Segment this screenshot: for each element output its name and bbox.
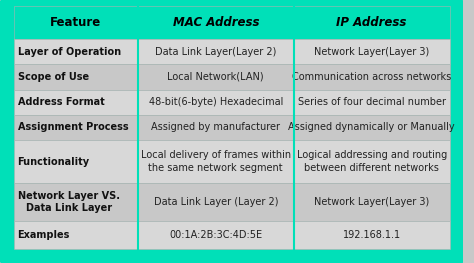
- Text: IP Address: IP Address: [337, 16, 407, 29]
- Text: 00:1A:2B:3C:4D:5E: 00:1A:2B:3C:4D:5E: [169, 230, 262, 240]
- Bar: [138, 115, 293, 140]
- Text: Data Link Layer (Layer 2): Data Link Layer (Layer 2): [154, 197, 278, 207]
- Bar: [138, 183, 293, 221]
- Text: Network Layer VS.
Data Link Layer: Network Layer VS. Data Link Layer: [18, 191, 119, 213]
- Bar: [138, 140, 293, 183]
- Text: Examples: Examples: [18, 230, 70, 240]
- Text: Local delivery of frames within
the same network segment: Local delivery of frames within the same…: [141, 150, 291, 173]
- Bar: [293, 39, 450, 64]
- Text: Communication across networks: Communication across networks: [292, 72, 451, 82]
- Text: Logical addressing and routing
between different networks: Logical addressing and routing between d…: [297, 150, 447, 173]
- Bar: [138, 221, 293, 249]
- Text: 48-bit(6-byte) Hexadecimal: 48-bit(6-byte) Hexadecimal: [149, 97, 283, 107]
- Circle shape: [452, 241, 462, 251]
- Bar: [293, 6, 450, 39]
- Text: Address Format: Address Format: [18, 97, 104, 107]
- Text: Data Link Layer(Layer 2): Data Link Layer(Layer 2): [155, 47, 276, 57]
- Text: Feature: Feature: [50, 16, 101, 29]
- Text: Assignment Process: Assignment Process: [18, 123, 128, 133]
- Text: Scope of Use: Scope of Use: [18, 72, 89, 82]
- Bar: [138, 6, 293, 39]
- Text: Local Network(LAN): Local Network(LAN): [167, 72, 264, 82]
- Bar: [14, 221, 138, 249]
- Bar: [293, 64, 450, 89]
- Text: Assigned dynamically or Manually: Assigned dynamically or Manually: [288, 123, 455, 133]
- Text: Functionality: Functionality: [18, 157, 90, 167]
- Text: Layer of Operation: Layer of Operation: [18, 47, 121, 57]
- Text: Assigned by manufacturer: Assigned by manufacturer: [151, 123, 280, 133]
- Bar: [138, 64, 293, 89]
- Text: MAC Address: MAC Address: [173, 16, 259, 29]
- Bar: [293, 183, 450, 221]
- Bar: [14, 64, 138, 89]
- Bar: [293, 221, 450, 249]
- Bar: [138, 39, 293, 64]
- Bar: [138, 89, 293, 115]
- Bar: [14, 39, 138, 64]
- Bar: [293, 115, 450, 140]
- Text: Series of four decimal number: Series of four decimal number: [298, 97, 446, 107]
- Text: Network Layer(Layer 3): Network Layer(Layer 3): [314, 197, 429, 207]
- FancyBboxPatch shape: [1, 1, 463, 262]
- Bar: [14, 89, 138, 115]
- Bar: [14, 183, 138, 221]
- Bar: [14, 6, 138, 39]
- Bar: [293, 89, 450, 115]
- Bar: [14, 115, 138, 140]
- Text: Network Layer(Layer 3): Network Layer(Layer 3): [314, 47, 429, 57]
- Bar: [14, 140, 138, 183]
- Bar: [293, 140, 450, 183]
- Text: 192.168.1.1: 192.168.1.1: [343, 230, 401, 240]
